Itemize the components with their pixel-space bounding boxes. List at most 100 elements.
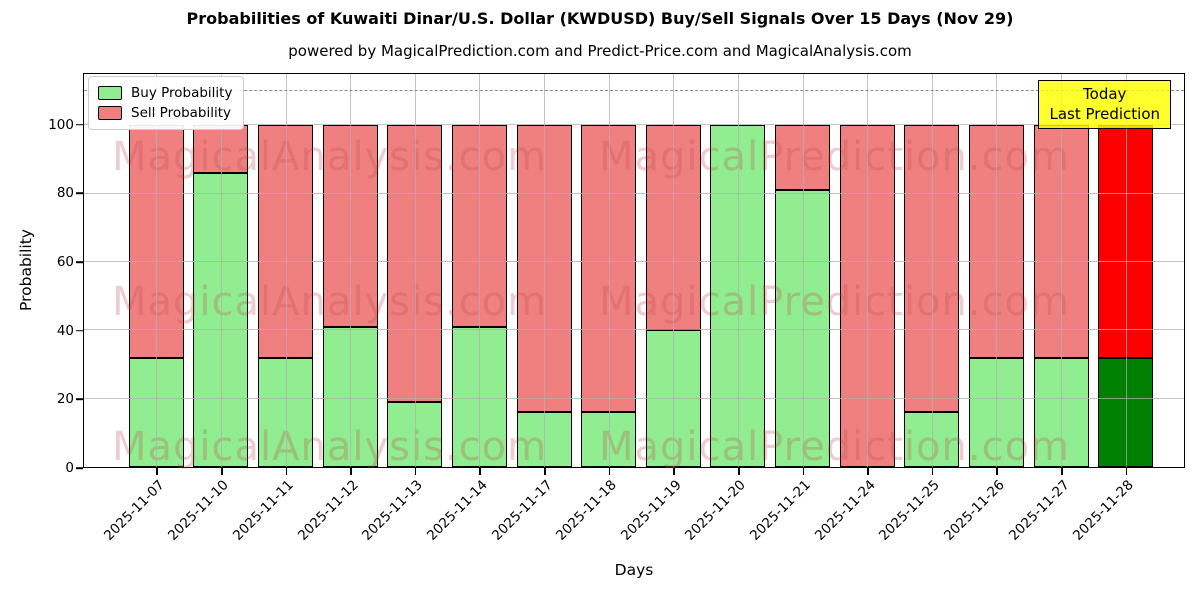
legend-sell-label: Sell Probability (131, 105, 232, 121)
vertical-gridline (931, 74, 933, 467)
buy-segment (968, 357, 1024, 467)
x-tick-label: 2025-11-28 (1070, 477, 1138, 544)
bar-slot: 2025-11-12 (295, 74, 383, 544)
y-tick-label: 100 (48, 116, 74, 133)
x-tick-label: 2025-11-17 (488, 477, 556, 544)
bars-area: 2025-11-07 2025-11-10 2025-11-11 2025-11-12… (84, 74, 1184, 544)
vertical-gridline (479, 74, 481, 467)
y-tick-mark (76, 261, 83, 263)
sell-segment (387, 125, 443, 403)
x-tick-mark (479, 468, 482, 475)
x-tick-mark (802, 468, 805, 475)
buy-segment (258, 357, 314, 467)
buy-segment (1098, 357, 1154, 467)
legend-entry-sell: Sell Probability (98, 103, 232, 123)
sell-segment (258, 125, 314, 358)
stacked-bar-2025-11-14 (451, 125, 507, 467)
sell-segment (968, 125, 1024, 358)
buy-swatch (98, 86, 122, 100)
horizontal-gridline (84, 124, 1184, 126)
stacked-bar-2025-11-21 (775, 125, 831, 467)
x-tick-mark (931, 468, 934, 475)
threshold-dashed-line (84, 90, 1184, 92)
y-tick-mark (76, 398, 83, 401)
buy-segment (322, 326, 378, 467)
buy-segment (516, 412, 572, 467)
x-tick-label: 2025-11-19 (617, 477, 685, 544)
horizontal-gridline (84, 260, 1184, 262)
vertical-gridline (350, 74, 352, 467)
y-tick-label: 80 (56, 185, 74, 202)
x-tick-label: 2025-11-14 (423, 477, 491, 544)
x-tick-label: 2025-11-13 (359, 477, 427, 544)
stacked-bar-2025-11-07 (128, 125, 184, 467)
bar-slot: 2025-11-20 (682, 74, 771, 544)
vertical-gridline (220, 74, 222, 467)
stacked-bar-2025-11-17 (516, 125, 572, 467)
bar-slot: 2025-11-13 (359, 74, 448, 544)
sell-segment (322, 125, 378, 327)
x-tick-mark (608, 468, 611, 475)
vertical-gridline (737, 74, 739, 467)
x-tick-label: 2025-11-18 (553, 477, 621, 544)
stacked-bar-2025-11-13 (387, 125, 443, 467)
x-tick-mark (867, 468, 869, 475)
bar-slot: 2025-11-27 (1006, 74, 1094, 544)
bar-slot: 2025-11-19 (618, 74, 706, 544)
vertical-gridline (802, 74, 804, 467)
stacked-bar-2025-11-26 (968, 125, 1024, 467)
y-tick-mark (76, 123, 83, 126)
plot-area: 2025-11-07 2025-11-10 2025-11-11 2025-11-12… (83, 73, 1185, 544)
sell-segment (516, 125, 572, 413)
vertical-gridline (673, 74, 675, 467)
buy-segment (775, 190, 831, 467)
legend-entry-buy: Buy Probability (98, 83, 232, 103)
vertical-gridline (608, 74, 610, 467)
sell-segment (581, 125, 637, 413)
x-tick-label: 2025-11-24 (811, 477, 879, 544)
x-tick-label: 2025-11-25 (876, 477, 944, 544)
bar-slot: 2025-11-28 (1070, 74, 1158, 544)
x-tick-mark (996, 468, 999, 475)
sell-segment (645, 125, 701, 331)
vertical-gridline (1061, 74, 1063, 467)
y-tick-label: 60 (56, 253, 74, 270)
bar-slot: 2025-11-21 (747, 74, 835, 544)
y-axis-label: Probability (17, 229, 35, 311)
stacked-bar-2025-11-28 (1098, 125, 1154, 467)
sell-segment (904, 125, 960, 413)
bar-slot: 2025-11-26 (941, 74, 1029, 544)
sell-segment (193, 125, 249, 174)
sell-swatch (98, 106, 122, 120)
bar-slot: 2025-11-25 (876, 74, 965, 544)
buy-segment (581, 412, 637, 467)
buy-segment (904, 412, 960, 467)
x-tick-mark (1125, 468, 1128, 475)
vertical-gridline (1125, 74, 1127, 467)
sell-segment (839, 125, 895, 467)
x-tick-label: 2025-11-20 (682, 477, 750, 544)
y-tick-mark (76, 192, 83, 194)
legend: Buy Probability Sell Probability (88, 76, 245, 130)
x-tick-label: 2025-11-10 (165, 477, 233, 544)
today-annotation-line2: Last Prediction (1049, 105, 1160, 124)
y-tick-label: 0 (65, 460, 74, 476)
y-tick-label: 20 (56, 391, 74, 408)
buy-segment (128, 357, 184, 467)
stacked-bar-2025-11-27 (1033, 125, 1089, 467)
stacked-bar-2025-11-24 (839, 125, 895, 467)
chart-title: Probabilities of Kuwaiti Dinar/U.S. Doll… (186, 9, 1014, 28)
x-tick-label: 2025-11-07 (100, 477, 168, 544)
vertical-gridline (156, 74, 158, 467)
stacked-bar-2025-11-11 (258, 125, 314, 467)
stacked-bar-2025-11-18 (581, 125, 637, 467)
sell-segment (1033, 125, 1089, 358)
stacked-bar-2025-11-10 (193, 125, 249, 467)
x-tick-label: 2025-11-11 (230, 477, 297, 544)
y-tick-mark (76, 329, 83, 332)
buy-segment (193, 173, 249, 467)
x-tick-mark (1061, 468, 1063, 475)
x-tick-label: 2025-11-12 (294, 477, 362, 544)
bar-slot: 2025-11-18 (553, 74, 641, 544)
